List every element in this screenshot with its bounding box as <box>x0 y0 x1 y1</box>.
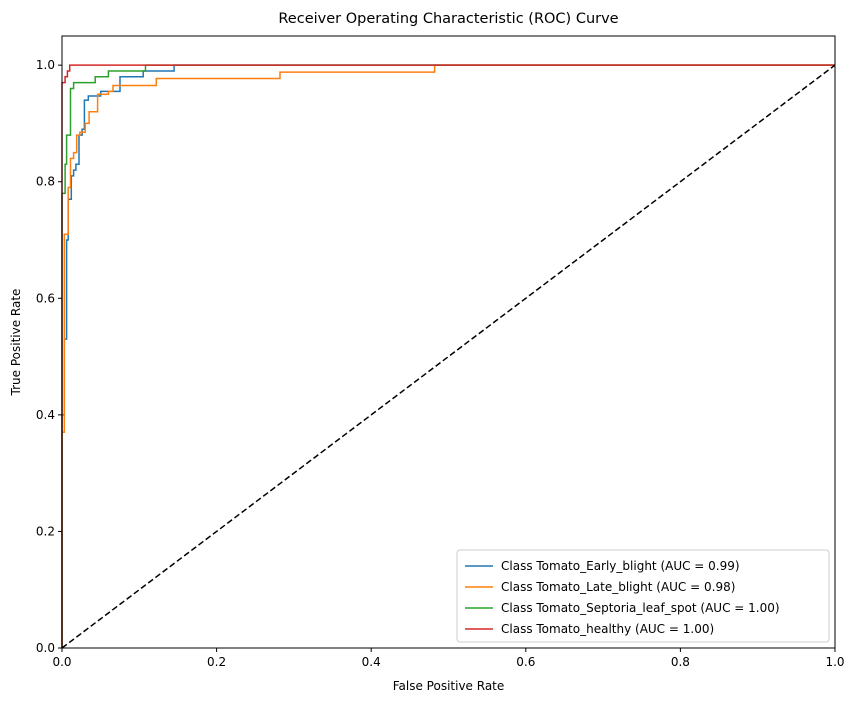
x-tick-label: 0.2 <box>207 655 226 669</box>
diagonal-reference-line <box>61 64 836 649</box>
y-tick-label: 0.2 <box>36 524 55 538</box>
y-tick-label: 0.4 <box>36 408 55 422</box>
legend-box <box>456 549 830 643</box>
x-tick-label: 0.4 <box>362 655 381 669</box>
x-tick-label: 0.6 <box>516 655 535 669</box>
axes-frame <box>61 35 836 649</box>
series-line-2 <box>61 64 835 648</box>
legend-entry: Class Tomato_Early_blight (AUC = 0.99) <box>501 559 740 573</box>
x-tick-label: 0.0 <box>52 655 71 669</box>
chart-title: Receiver Operating Characteristic (ROC) … <box>278 11 618 27</box>
legend-entry: Class Tomato_Septoria_leaf_spot (AUC = 1… <box>501 601 780 615</box>
series-line-1 <box>61 64 835 648</box>
series-layer <box>61 64 836 649</box>
x-axis-label: False Positive Rate <box>393 679 505 693</box>
x-tick-label: 1.0 <box>825 655 844 669</box>
x-axis: 0.0 0.2 0.4 0.6 0.8 1.0 <box>52 648 845 669</box>
y-tick-label: 0.8 <box>36 175 55 189</box>
series-line-3 <box>61 64 835 648</box>
y-axis: 0.0 0.2 0.4 0.6 0.8 1.0 <box>36 58 62 655</box>
x-tick-label: 0.8 <box>671 655 690 669</box>
y-tick-label: 0.0 <box>36 641 55 655</box>
y-axis-label: True Positive Rate <box>9 289 23 397</box>
legend-entry: Class Tomato_Late_blight (AUC = 0.98) <box>501 580 735 594</box>
legend: Class Tomato_Early_blight (AUC = 0.99) Cl… <box>456 549 830 643</box>
y-tick-label: 1.0 <box>36 58 55 72</box>
legend-entry: Class Tomato_healthy (AUC = 1.00) <box>501 622 714 636</box>
y-tick-label: 0.6 <box>36 291 55 305</box>
